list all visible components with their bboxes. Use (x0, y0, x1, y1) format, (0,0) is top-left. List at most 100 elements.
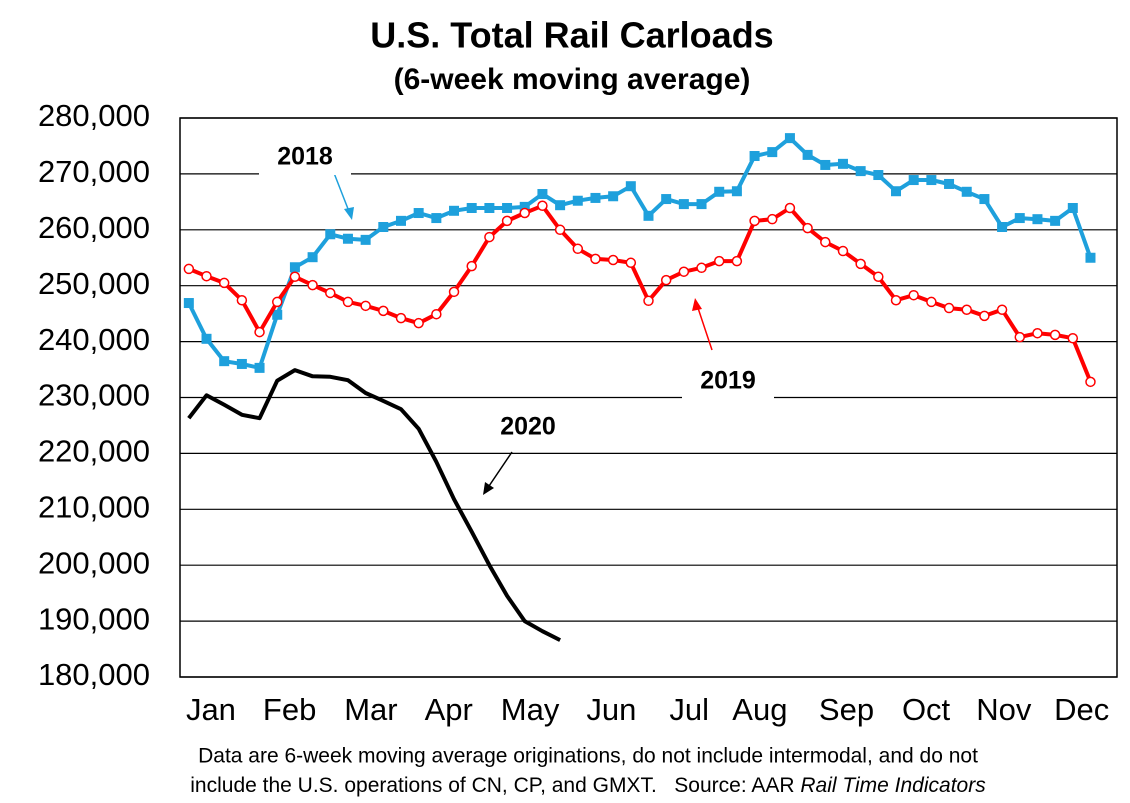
point (431, 308, 442, 320)
point (996, 304, 1008, 315)
point (749, 151, 760, 162)
point (502, 202, 513, 213)
point (201, 270, 212, 282)
point (342, 296, 354, 308)
point (449, 205, 460, 216)
x-tick-label: Sep (819, 692, 874, 727)
point (272, 309, 283, 320)
x-tick-label: Oct (902, 692, 951, 727)
label-background (682, 365, 774, 399)
point (254, 362, 265, 373)
point (466, 202, 477, 213)
footnote-text: include the U.S. operations of CN, CP, a… (190, 774, 800, 797)
point (908, 175, 919, 186)
point (890, 294, 902, 306)
point (837, 158, 848, 169)
x-tick-label: Aug (732, 692, 787, 727)
point (572, 195, 583, 206)
point (661, 194, 672, 205)
y-tick-label: 270,000 (38, 154, 150, 189)
x-tick-label: Apr (425, 692, 473, 727)
x-tick-label: Jul (669, 692, 709, 727)
point (979, 310, 990, 322)
point (961, 186, 972, 197)
point (201, 333, 212, 344)
y-tick-label: 190,000 (38, 601, 150, 636)
series-label: 2020 (500, 413, 556, 441)
point (926, 296, 937, 308)
point (554, 224, 566, 236)
point (1014, 213, 1025, 224)
point (713, 255, 725, 267)
point (855, 166, 866, 177)
point (696, 199, 707, 210)
point (908, 289, 919, 301)
grid (180, 117, 1117, 678)
point (696, 262, 707, 274)
point (448, 286, 460, 298)
footnote: Data are 6-week moving average originati… (198, 745, 978, 768)
point (660, 274, 672, 286)
point (183, 298, 194, 309)
point (236, 358, 247, 369)
point (395, 312, 407, 324)
y-tick-label: 180,000 (38, 657, 150, 692)
arrow-head (344, 207, 354, 220)
point (997, 222, 1008, 233)
point (307, 252, 318, 263)
footnote-source: Rail Time Indicators (800, 774, 986, 797)
point (802, 149, 813, 160)
y-tick-label: 280,000 (38, 98, 150, 133)
point (678, 266, 690, 277)
point (590, 253, 601, 265)
label-background (259, 141, 351, 175)
point (643, 210, 654, 221)
point (784, 133, 795, 144)
point (572, 243, 584, 255)
series-line (187, 368, 561, 642)
point (926, 175, 937, 186)
point (378, 222, 389, 233)
point (855, 258, 866, 270)
point (731, 186, 742, 197)
y-tick-label: 250,000 (38, 266, 150, 301)
point (501, 215, 513, 227)
point (767, 213, 778, 225)
point (395, 215, 406, 226)
point (431, 213, 442, 224)
series-line (187, 136, 1093, 370)
point (484, 202, 495, 213)
x-tick-label: May (501, 692, 560, 727)
point (873, 170, 884, 181)
point (360, 234, 371, 245)
y-tick-label: 200,000 (38, 545, 150, 580)
point (590, 192, 601, 203)
point (1085, 376, 1096, 388)
chart-subtitle: (6-week moving average) (394, 63, 751, 96)
point (325, 287, 336, 299)
series-label: 2019 (700, 367, 756, 395)
point (271, 296, 283, 308)
point (1032, 327, 1043, 339)
point (1067, 332, 1079, 344)
point (1049, 329, 1061, 341)
point (219, 356, 230, 367)
point (342, 233, 353, 244)
lines (183, 133, 1096, 642)
point (608, 191, 619, 202)
point (873, 271, 884, 283)
plot-frame (179, 117, 1118, 678)
point (979, 194, 990, 205)
x-tick-label: Jan (186, 692, 236, 727)
x-tick-label: Jun (586, 692, 636, 727)
point (961, 304, 972, 315)
annotations: 2018 2019 2020 (259, 141, 774, 495)
y-tick-label: 210,000 (38, 489, 150, 524)
point (537, 200, 548, 212)
arrow-head (483, 482, 494, 495)
point (749, 215, 760, 227)
y-tick-label: 240,000 (38, 322, 150, 357)
point (943, 302, 955, 314)
arrow (486, 451, 513, 490)
point (607, 254, 619, 266)
